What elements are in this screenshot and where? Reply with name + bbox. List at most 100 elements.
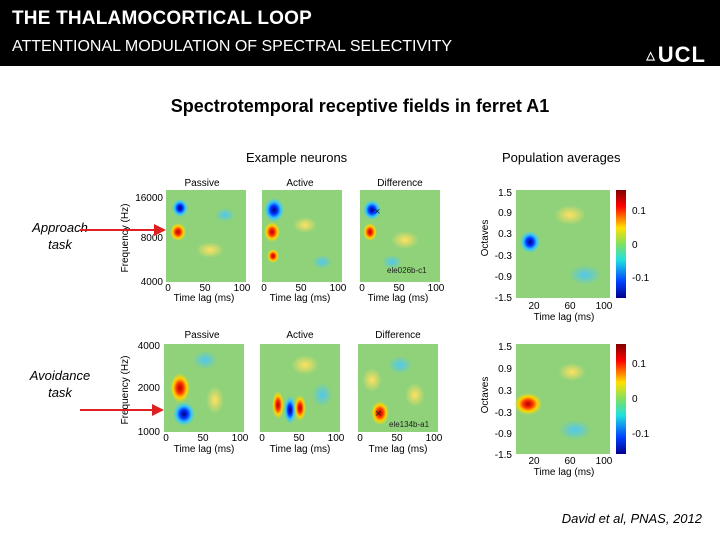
examples-column-heading: Example neurons	[246, 150, 348, 165]
header-subtitle: ATTENTIONAL MODULATION OF SPECTRAL SELEC…	[12, 38, 453, 55]
panel-title-active: Active	[286, 178, 314, 189]
blob	[267, 249, 279, 263]
panel-title-difference: Difference	[375, 330, 421, 341]
x-tick: 100	[428, 283, 445, 294]
x-axis-label: Time lag (ms)	[174, 293, 235, 304]
x-tick: 0	[261, 283, 267, 294]
x-axis-label: Time lag (ms)	[270, 293, 331, 304]
blob	[514, 393, 542, 415]
pop-y-tick: 1.5	[498, 188, 512, 199]
blob	[371, 401, 389, 425]
blob	[264, 198, 284, 222]
blob	[362, 368, 382, 392]
neuron-id: ele026b-c1	[387, 266, 427, 275]
blob	[196, 242, 224, 258]
y-tick: 16000	[135, 193, 163, 204]
x-tick: 0	[163, 433, 169, 444]
blob	[272, 391, 284, 419]
blob	[554, 205, 586, 225]
x-axis-label: Tme lag (ms)	[369, 444, 428, 455]
x-tick: 0	[357, 433, 363, 444]
arrow-head-icon	[154, 224, 166, 236]
y-tick: 1000	[138, 427, 161, 438]
panel-title-passive: Passive	[184, 330, 219, 341]
x-axis-label: Time lag (ms)	[368, 293, 429, 304]
pop-y-tick: -0.9	[495, 272, 513, 283]
cbar-tick: -0.1	[632, 273, 650, 284]
marker-x-icon: ×	[374, 206, 380, 218]
colorbar	[616, 190, 626, 298]
blob	[382, 255, 402, 269]
blob	[293, 217, 317, 233]
pop-y-tick: 1.5	[498, 342, 512, 353]
blob	[170, 223, 186, 241]
x-tick: 50	[295, 283, 307, 294]
blob	[391, 231, 419, 249]
blob	[569, 265, 601, 285]
blob	[558, 363, 586, 381]
blob	[520, 231, 540, 253]
pop-x-tick: 60	[564, 301, 576, 312]
portico-icon: △	[646, 50, 656, 62]
avoidance-population-panel: Octaves 1.5 0.9 0.3 -0.3 -0.9 -1.5 0.1 0…	[480, 342, 650, 478]
header-title: THE THALAMOCORTICAL LOOP	[12, 8, 312, 29]
blob	[388, 356, 412, 374]
pop-y-tick: -1.5	[495, 450, 513, 461]
blob	[215, 208, 235, 222]
pop-y-tick: 0.3	[498, 386, 512, 397]
x-tick: 50	[391, 433, 403, 444]
cbar-tick: 0	[632, 394, 638, 405]
blob	[312, 383, 332, 407]
blob	[173, 402, 195, 426]
x-axis-label: Time lag (ms)	[174, 444, 235, 455]
pop-y-tick: 0.3	[498, 229, 512, 240]
x-tick: 50	[393, 283, 405, 294]
y-axis-label: Frequency (Hz)	[120, 204, 131, 273]
pop-x-axis-label: Time lag (ms)	[534, 312, 595, 323]
pop-x-tick: 100	[596, 456, 613, 467]
neuron-id: ele134b-a1	[389, 420, 430, 429]
blob	[170, 373, 190, 403]
pop-y-tick: -0.3	[495, 251, 513, 262]
pop-x-tick: 20	[528, 456, 540, 467]
x-axis-label: Time lag (ms)	[270, 444, 331, 455]
pop-x-tick: 60	[564, 456, 576, 467]
x-tick: 50	[199, 283, 211, 294]
x-tick: 100	[328, 433, 345, 444]
y-tick: 4000	[138, 341, 161, 352]
ucl-logo: △UCL	[646, 42, 706, 67]
avoidance-example-panels: Passive Active Difference Frequency (Hz)…	[80, 330, 443, 455]
x-tick: 100	[330, 283, 347, 294]
y-axis-label: Frequency (Hz)	[120, 356, 131, 425]
x-tick: 0	[165, 283, 171, 294]
blob	[294, 395, 306, 421]
x-tick: 100	[426, 433, 443, 444]
blob	[363, 200, 381, 220]
cbar-tick: 0.1	[632, 359, 646, 370]
blob	[193, 351, 217, 369]
row-label-avoidance: Avoidance task	[29, 368, 91, 400]
blob	[363, 223, 377, 241]
y-tick: 2000	[138, 383, 161, 394]
pop-y-tick: -0.3	[495, 408, 513, 419]
pop-y-tick: 0.9	[498, 364, 512, 375]
slide-title: Spectrotemporal receptive fields in ferr…	[170, 96, 550, 116]
cbar-tick: -0.1	[632, 429, 650, 440]
pop-y-tick: 0.9	[498, 208, 512, 219]
colorbar	[616, 344, 626, 454]
blob	[405, 383, 425, 407]
y-tick: 4000	[141, 277, 164, 288]
blob	[312, 255, 332, 269]
x-tick: 0	[359, 283, 365, 294]
blob	[291, 355, 319, 375]
pop-y-axis-label: Octaves	[480, 377, 491, 414]
blob	[559, 420, 591, 440]
pop-x-tick: 20	[528, 301, 540, 312]
pop-x-axis-label: Time lag (ms)	[534, 467, 595, 478]
x-tick: 50	[197, 433, 209, 444]
panel-title-passive: Passive	[184, 178, 219, 189]
x-tick: 50	[293, 433, 305, 444]
panel-title-active: Active	[286, 330, 314, 341]
blob	[206, 386, 224, 414]
pop-y-tick: -0.9	[495, 429, 513, 440]
